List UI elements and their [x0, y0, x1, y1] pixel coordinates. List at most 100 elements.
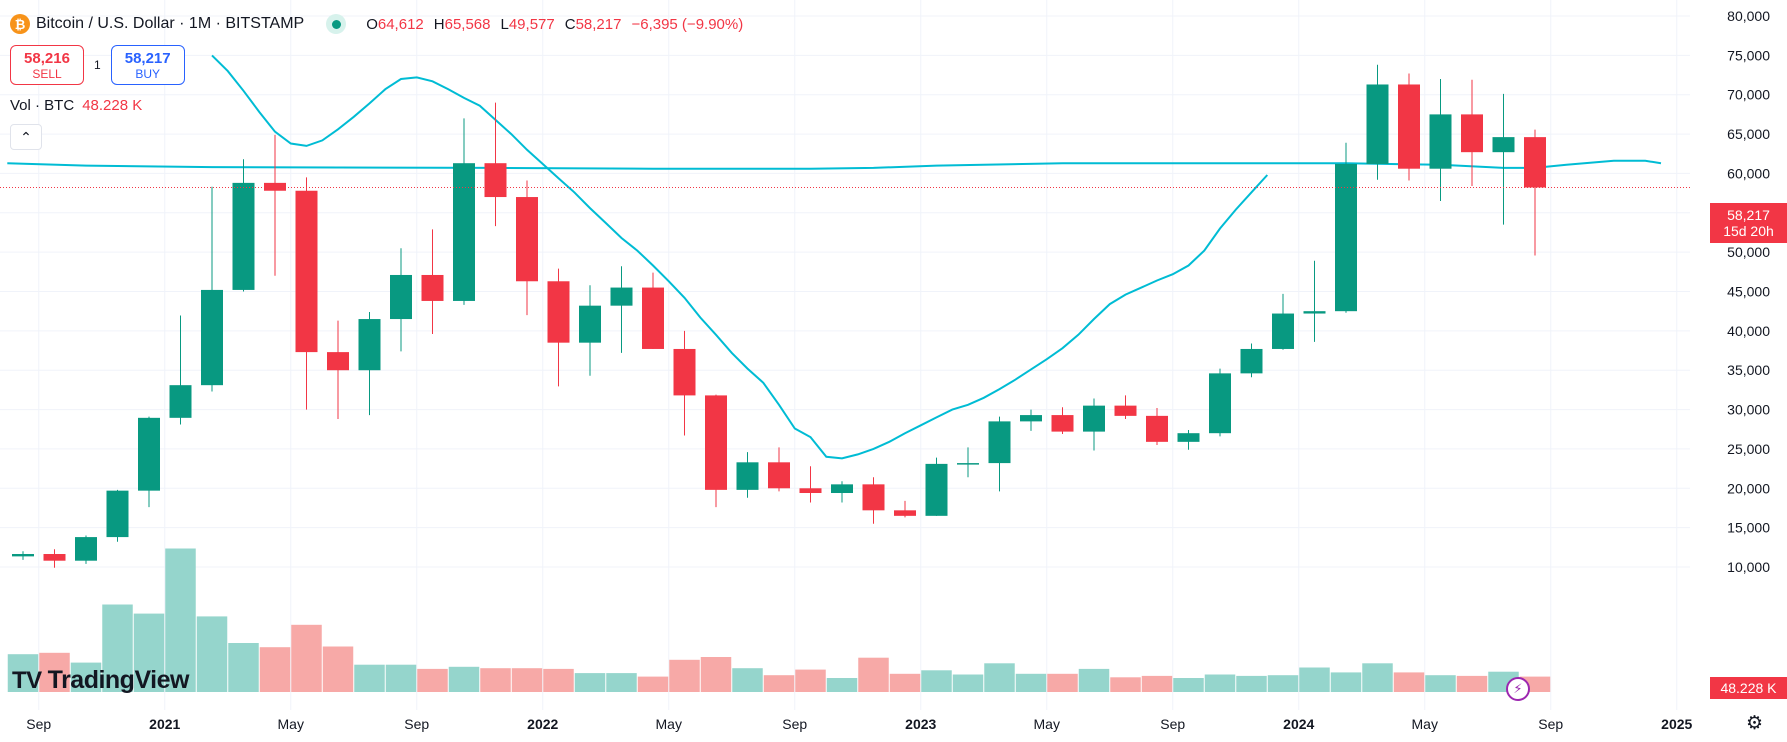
high-value: 65,568	[444, 15, 491, 33]
candle-body[interactable]	[295, 190, 318, 353]
price-tick-label: 45,000	[1727, 284, 1770, 300]
sell-price: 58,216	[24, 49, 70, 67]
candle-body[interactable]	[1177, 433, 1200, 442]
symbol-title[interactable]: Bitcoin / U.S. Dollar · 1M · BITSTAMP	[36, 15, 305, 32]
volume-bar	[165, 548, 196, 692]
volume-bar	[637, 676, 669, 692]
candle-body[interactable]	[1429, 114, 1452, 169]
time-tick-label: 2023	[905, 716, 936, 732]
candle-body[interactable]	[610, 287, 633, 306]
volume-bar	[889, 673, 921, 692]
candle-body[interactable]	[1398, 84, 1420, 169]
candle-body[interactable]	[925, 463, 948, 516]
volume-bar	[1204, 674, 1236, 692]
time-tick-label: Sep	[26, 716, 51, 732]
price-tick-label: 60,000	[1727, 165, 1770, 181]
low-key: L	[500, 15, 509, 33]
volume-bar	[291, 624, 322, 692]
candle-body[interactable]	[138, 417, 160, 491]
candle-body[interactable]	[358, 319, 381, 371]
candle-body[interactable]	[547, 281, 570, 343]
volume-bar	[39, 652, 70, 692]
candle-body[interactable]	[768, 462, 790, 489]
close-key: C	[564, 15, 576, 33]
time-tick-label: Sep	[404, 716, 429, 732]
candle-body[interactable]	[862, 484, 885, 511]
candle-body[interactable]	[1146, 415, 1168, 442]
candle-body[interactable]	[1366, 84, 1389, 164]
time-tick-label: May	[656, 716, 682, 732]
candle-body[interactable]	[516, 197, 538, 282]
volume-bar	[1456, 675, 1488, 692]
time-tick-label: May	[1412, 716, 1438, 732]
candlesticks[interactable]	[12, 64, 1546, 568]
volume-bar	[732, 668, 763, 692]
volume-bar	[574, 673, 606, 692]
volume-value: 48.228 K	[82, 97, 143, 114]
tradingview-logo-text: TradingView	[47, 666, 190, 694]
candle-body[interactable]	[43, 554, 66, 561]
candle-body[interactable]	[201, 289, 223, 386]
candle-body[interactable]	[169, 385, 192, 418]
chevron-up-icon[interactable]: ⌃	[10, 124, 42, 150]
candle-body[interactable]	[1335, 163, 1357, 312]
candle-body[interactable]	[957, 463, 979, 465]
gear-icon[interactable]: ⚙	[1746, 713, 1764, 734]
candle-body[interactable]	[736, 462, 759, 490]
candle-body[interactable]	[1524, 137, 1546, 188]
candle-body[interactable]	[1209, 373, 1231, 434]
candle-body[interactable]	[1272, 313, 1294, 349]
ma-slow-line	[7, 159, 1662, 170]
candle-body[interactable]	[484, 163, 507, 198]
last-volume-label: 48.228 K	[1710, 677, 1787, 699]
candle-body[interactable]	[799, 488, 822, 494]
price-axis[interactable]: 10,000 15,000 20,000 25,000 30,000 35,000 40,0…	[1727, 8, 1770, 575]
spread-value: 1	[94, 58, 101, 72]
candle-body[interactable]	[1083, 405, 1105, 432]
bitcoin-icon: ₿	[10, 14, 30, 34]
volume-bars	[7, 548, 1551, 692]
candle-body[interactable]	[1051, 415, 1074, 432]
candle-body[interactable]	[264, 182, 286, 191]
volume-bar	[1425, 675, 1456, 692]
candle-body[interactable]	[1303, 311, 1326, 314]
volume-bar	[1267, 675, 1299, 692]
candle-body[interactable]	[1240, 348, 1263, 374]
candle-body[interactable]	[327, 352, 349, 371]
price-tick-label: 10,000	[1727, 559, 1770, 575]
candle-body[interactable]	[894, 510, 916, 516]
candle-body[interactable]	[988, 421, 1011, 464]
volume-bar	[354, 664, 385, 692]
candle-body[interactable]	[673, 348, 696, 396]
candle-body[interactable]	[75, 537, 97, 561]
candle-body[interactable]	[453, 163, 475, 301]
candle-body[interactable]	[705, 395, 727, 490]
volume-bar	[1236, 675, 1267, 692]
candle-body[interactable]	[831, 484, 853, 494]
buy-button[interactable]: 58,217 BUY	[110, 45, 185, 85]
last-price-label: 58,217 15d 20h	[1710, 203, 1787, 243]
candle-body[interactable]	[12, 554, 34, 557]
time-axis[interactable]: Sep 2021 May Sep 2022 May Sep 2023 May Sep 2024 May…	[26, 716, 1692, 732]
candle-body[interactable]	[642, 287, 664, 349]
candle-body[interactable]	[1114, 405, 1137, 416]
change-value: −6,395 (−9.90%)	[631, 15, 744, 33]
price-tick-label: 50,000	[1727, 244, 1770, 260]
candle-body[interactable]	[390, 274, 412, 320]
candle-body[interactable]	[579, 305, 601, 343]
candle-body[interactable]	[106, 490, 129, 538]
tradingview-logo-mark: TV	[12, 666, 42, 694]
lightning-icon[interactable]: ⚡	[1506, 677, 1530, 701]
candle-body[interactable]	[1461, 114, 1483, 153]
open-key: O	[366, 15, 378, 33]
volume-legend[interactable]: Vol · BTC 48.228 K	[10, 97, 142, 114]
sell-button[interactable]: 58,216 SELL	[10, 45, 84, 85]
candle-body[interactable]	[1492, 137, 1515, 153]
volume-bar	[669, 659, 700, 692]
tradingview-logo[interactable]: TV TradingView	[12, 666, 189, 695]
candle-body[interactable]	[1020, 415, 1042, 422]
candle-body[interactable]	[421, 274, 444, 301]
market-status-icon[interactable]	[326, 14, 347, 34]
candle-body[interactable]	[232, 182, 255, 290]
